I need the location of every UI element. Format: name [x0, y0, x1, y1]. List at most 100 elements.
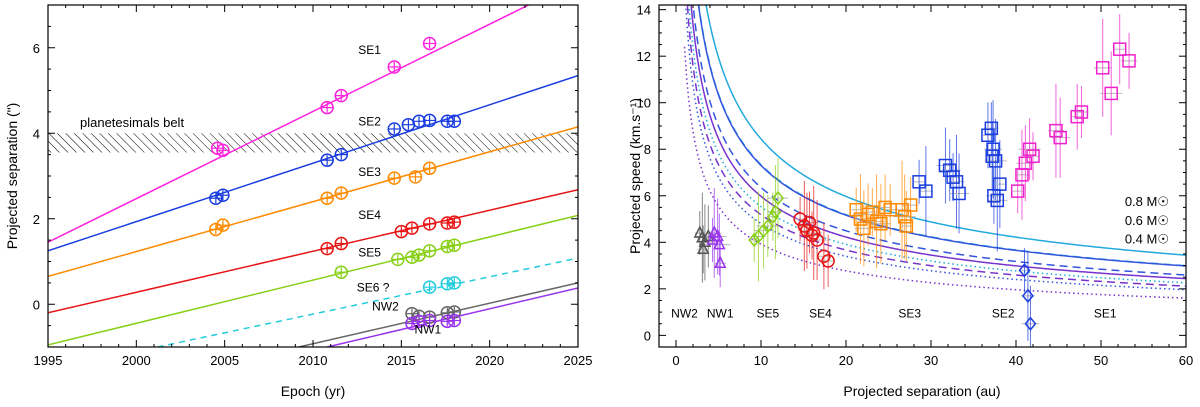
right-x-axis-label: Projected separation (au)	[843, 383, 1000, 399]
y-tick-label: 2	[644, 282, 651, 297]
data-point	[422, 313, 437, 328]
data-point	[861, 207, 875, 222]
data-point	[387, 171, 402, 185]
region-label: NW2	[671, 306, 698, 320]
data-point	[981, 128, 995, 143]
left-chart: SE1 SE2 SE3 SE4 SE5 SE6 ? NW2 NW1 1995 2000 2005 2…	[4, 4, 592, 399]
x-tick-label: 20	[839, 353, 853, 368]
series-label: SE3	[358, 165, 381, 179]
data-point	[713, 236, 726, 250]
data-point	[757, 223, 770, 238]
region-label: SE3	[898, 306, 921, 320]
x-tick-label: 60	[1179, 353, 1193, 368]
data-point	[387, 122, 402, 136]
belt-label: planetesimals belt	[80, 115, 184, 130]
y-tick-label: 2	[33, 212, 40, 227]
planetesimals-belt-band	[48, 133, 578, 153]
left-fit-lines	[48, 5, 578, 347]
data-point	[320, 100, 334, 115]
y-tick-label: 4	[33, 126, 40, 141]
right-region-labels: NW2 NW1 SE5 SE4 SE3 SE2 SE1	[671, 306, 1117, 320]
mass-curve	[685, 5, 1186, 291]
data-point	[1070, 109, 1084, 124]
data-point	[706, 232, 719, 245]
y-tick-label: 10	[637, 96, 651, 111]
belt-label-bg	[78, 115, 196, 132]
data-point	[1122, 54, 1136, 68]
x-tick-label: 2005	[210, 353, 239, 368]
y-tick-label: 0	[33, 297, 40, 312]
fit-line-3	[48, 126, 578, 278]
right-mass-curves	[683, 5, 1186, 299]
data-point	[1018, 263, 1031, 278]
left-x-axis-label: Epoch (yr)	[281, 383, 346, 399]
region-label: NW1	[707, 306, 734, 320]
data-point	[447, 276, 462, 290]
data-point	[903, 198, 918, 212]
data-point	[447, 238, 462, 253]
right-mass-labels: 0.8 M☉ 0.6 M☉ 0.4 M☉	[1125, 194, 1169, 246]
data-point	[1026, 149, 1040, 163]
data-point	[334, 236, 349, 251]
left-y-axis-label: Projected separation (")	[4, 103, 20, 250]
data-point	[422, 113, 437, 128]
data-point	[320, 191, 334, 205]
series-label: SE1	[358, 43, 381, 57]
data-point	[422, 36, 437, 51]
data-point	[334, 147, 349, 162]
data-point	[946, 170, 960, 184]
x-tick-label: 2000	[122, 353, 151, 368]
right-axes: 0 10 20 30 40 50 60 0 2 4 6 8 10 12 14	[637, 3, 1194, 368]
data-point	[405, 250, 419, 264]
y-tick-label: 6	[644, 189, 651, 204]
data-point	[993, 177, 1007, 191]
fit-line-6	[157, 257, 578, 347]
x-tick-label: 2015	[387, 353, 416, 368]
data-point	[984, 121, 999, 136]
data-point	[422, 280, 437, 294]
data-point	[447, 215, 462, 229]
fit-line-4	[48, 188, 578, 314]
x-tick-label: 40	[1009, 353, 1023, 368]
region-label: SE5	[756, 306, 779, 320]
data-point	[713, 255, 727, 268]
series-label: SE4	[358, 208, 381, 222]
data-point	[952, 186, 966, 201]
data-point	[209, 191, 223, 205]
y-tick-label: 6	[33, 41, 40, 56]
right-plot-frame	[658, 4, 1187, 348]
y-tick-label: 4	[644, 235, 651, 250]
data-point	[696, 241, 710, 255]
data-point	[821, 254, 835, 268]
mass-label: 0.8 M☉	[1125, 194, 1169, 209]
data-point	[806, 226, 821, 240]
mass-curve	[697, 5, 1186, 267]
y-tick-label: 0	[644, 328, 651, 343]
data-point	[447, 313, 462, 328]
data-point	[405, 221, 419, 235]
fit-line-2	[48, 74, 578, 252]
data-point	[1010, 184, 1025, 198]
data-point	[985, 149, 999, 163]
y-tick-label: 8	[644, 142, 651, 157]
series-label: SE5	[358, 245, 381, 259]
data-point	[899, 219, 914, 233]
data-point	[440, 239, 455, 254]
series-label: NW2	[372, 300, 399, 314]
fit-line-1	[48, 5, 529, 243]
data-point	[761, 218, 774, 234]
right-data-points	[693, 14, 1138, 347]
data-point	[422, 161, 437, 176]
data-point	[440, 216, 455, 230]
data-point	[440, 314, 455, 329]
mass-curve	[705, 5, 1186, 256]
data-point	[408, 170, 423, 184]
data-point	[1095, 61, 1110, 75]
data-point	[1024, 316, 1037, 331]
fit-line-7	[298, 282, 578, 347]
data-point	[919, 184, 933, 198]
data-point	[334, 186, 349, 200]
y-tick-label: 14	[637, 3, 651, 18]
data-point	[938, 158, 953, 173]
